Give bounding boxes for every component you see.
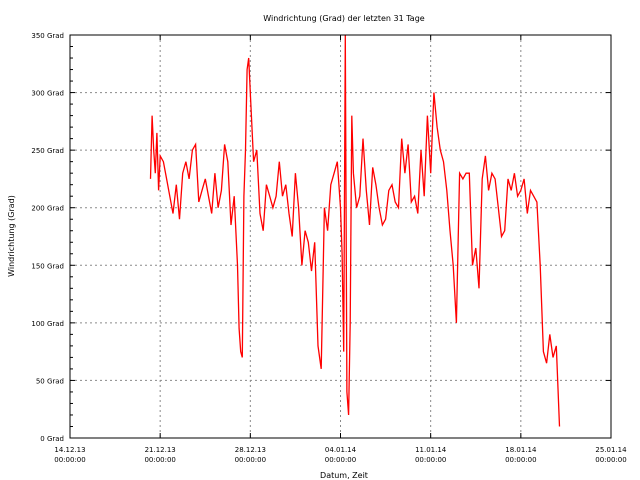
plot-frame (69, 34, 612, 439)
x-tick-time-label: 00:00:00 (144, 456, 175, 464)
y-tick-label: 100 Grad (31, 320, 64, 328)
x-tick-time-label: 00:00:00 (595, 456, 626, 464)
x-tick-time-label: 00:00:00 (505, 456, 536, 464)
y-tick-label: 300 Grad (31, 90, 64, 98)
y-tick-label: 50 Grad (36, 377, 64, 385)
x-tick-time-label: 00:00:00 (235, 456, 266, 464)
x-tick-date-label: 14.12.13 (54, 446, 85, 454)
chart-title: Windrichtung (Grad) der letzten 31 Tage (263, 14, 424, 23)
y-tick-label: 0 Grad (40, 435, 64, 443)
grid (70, 35, 611, 438)
y-tick-label: 200 Grad (31, 205, 64, 213)
x-tick-time-label: 00:00:00 (415, 456, 446, 464)
x-tick-time-label: 00:00:00 (325, 456, 356, 464)
y-tick-label: 250 Grad (31, 147, 64, 155)
x-axis-label: Datum, Zeit (320, 471, 368, 480)
x-tick-date-label: 25.01.14 (595, 446, 627, 454)
x-tick-date-label: 11.01.14 (415, 446, 447, 454)
x-tick-date-label: 18.01.14 (505, 446, 537, 454)
x-axis-ticks: 14.12.13 00:00:00 21.12.13 00:00:00 28.12.13… (54, 35, 627, 464)
x-tick-time-label: 00:00:00 (54, 456, 85, 464)
y-axis-label: Windrichtung (Grad) (7, 195, 16, 277)
y-tick-label: 350 Grad (31, 32, 64, 40)
x-tick-date-label: 28.12.13 (235, 446, 266, 454)
y-tick-label: 150 Grad (31, 262, 64, 270)
x-tick-date-label: 04.01.14 (325, 446, 357, 454)
x-tick-date-label: 21.12.13 (145, 446, 176, 454)
